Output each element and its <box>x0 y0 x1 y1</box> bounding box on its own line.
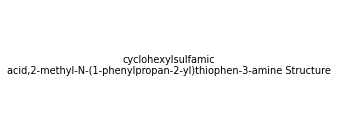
Text: cyclohexylsulfamic acid,2-methyl-N-(1-phenylpropan-2-yl)thiophen-3-amine Structu: cyclohexylsulfamic acid,2-methyl-N-(1-ph… <box>6 55 331 76</box>
